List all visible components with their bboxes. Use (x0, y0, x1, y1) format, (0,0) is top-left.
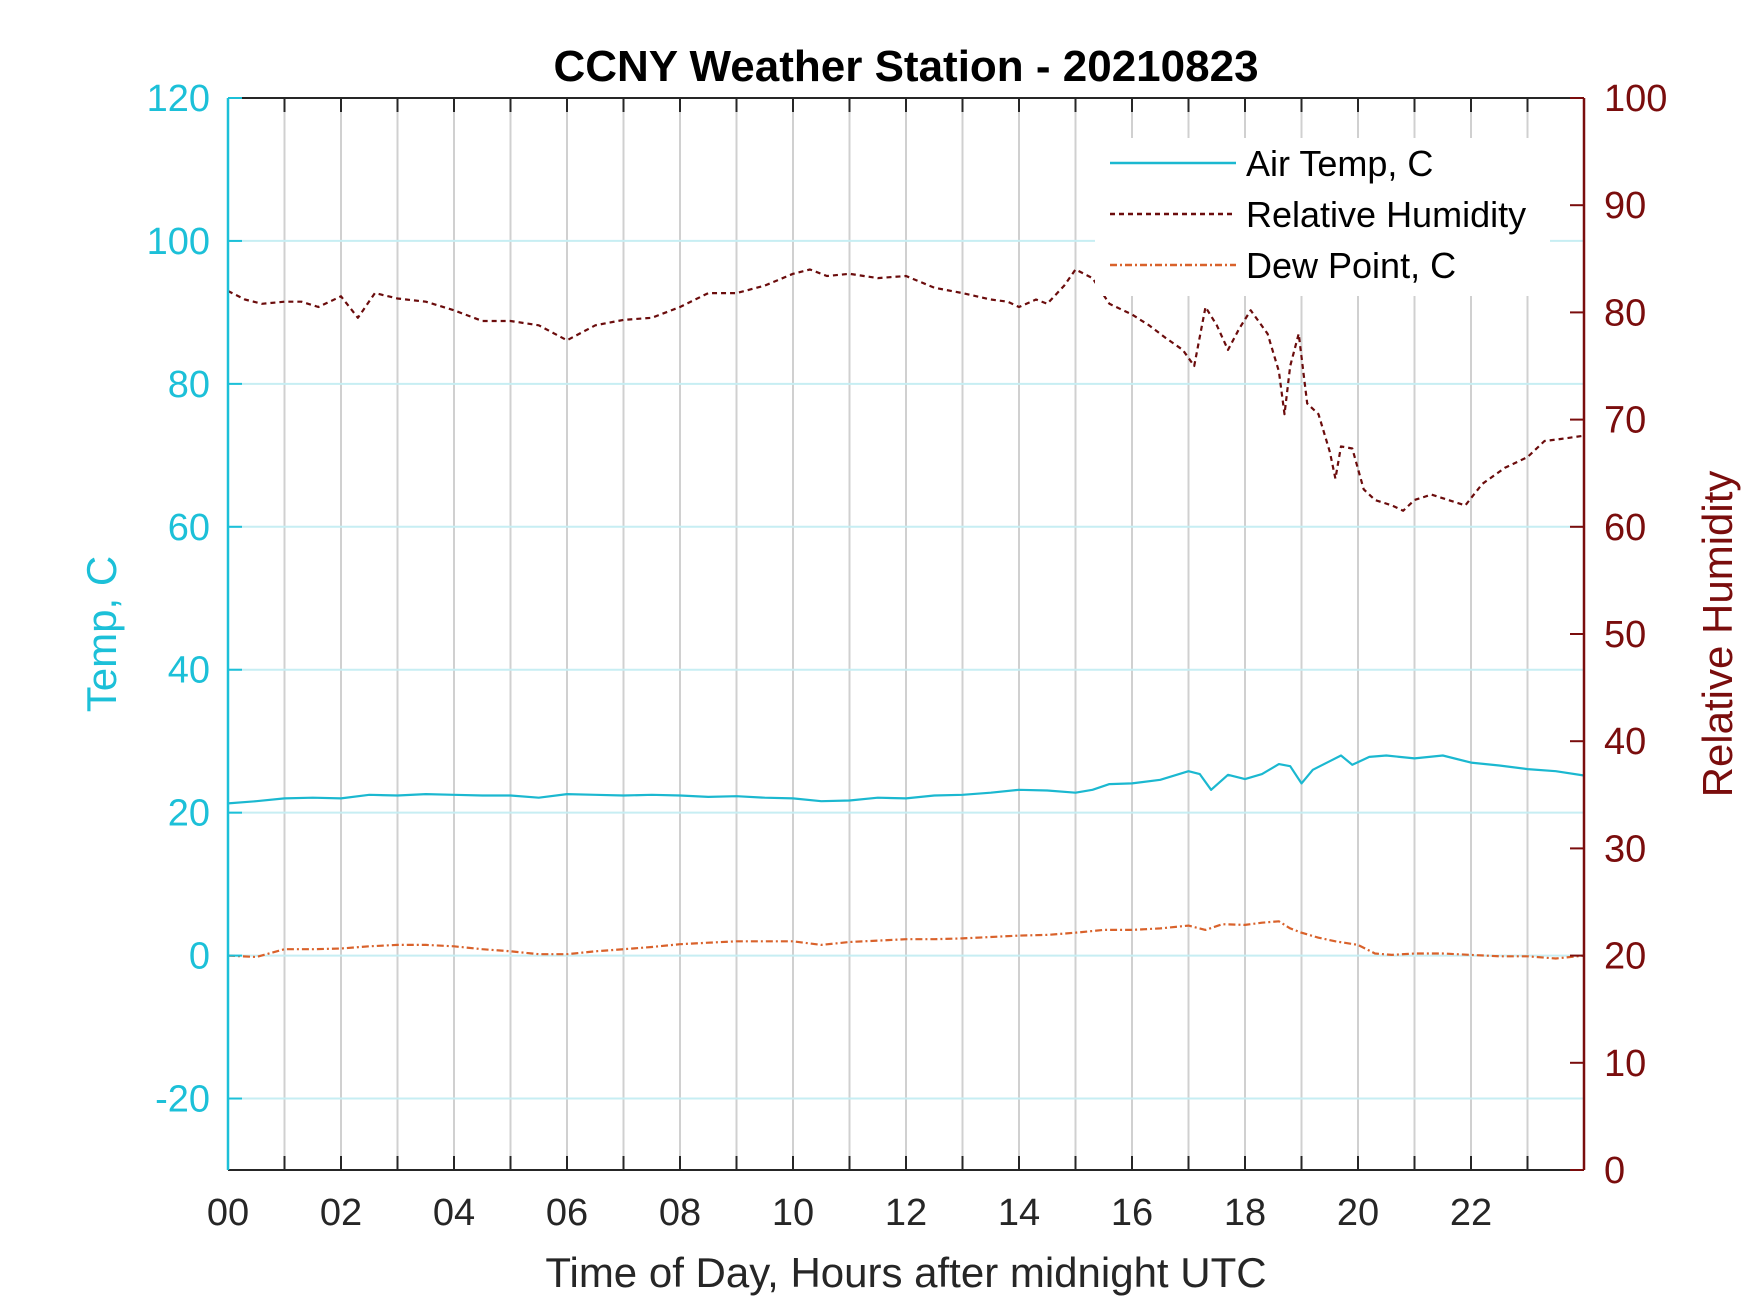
right-tick-label: 70 (1604, 400, 1646, 442)
legend-label-relative-humidity: Relative Humidity (1246, 194, 1526, 235)
chart-title: CCNY Weather Station - 20210823 (553, 42, 1258, 91)
right-tick-label: 10 (1604, 1043, 1646, 1085)
right-tick-label: 50 (1604, 614, 1646, 656)
series-layer (227, 268, 1585, 960)
x-axis-ticks: 00 02 04 06 08 10 12 14 16 18 20 22 (207, 1156, 1529, 1234)
right-tick-label: 60 (1604, 507, 1646, 549)
right-tick-label: 40 (1604, 721, 1646, 763)
left-tick-label: 120 (147, 78, 210, 120)
right-tick-label: 80 (1604, 292, 1646, 334)
left-tick-label: 60 (168, 507, 210, 549)
x-tick-label: 14 (998, 1192, 1040, 1234)
right-tick-label: 20 (1604, 936, 1646, 978)
series-line-air-temp-c (227, 754, 1585, 805)
left-tick-label: 40 (168, 650, 210, 692)
left-tick-label: 20 (168, 793, 210, 835)
vertical-gridlines (283, 98, 1529, 1170)
x-tick-label: 12 (885, 1192, 927, 1234)
left-tick-label: 100 (147, 221, 210, 263)
horizontal-gridlines (228, 239, 1584, 1100)
left-tick-label: 0 (189, 936, 210, 978)
x-tick-label: 20 (1337, 1192, 1379, 1234)
right-y-axis-label: Relative Humidity (1694, 471, 1741, 798)
x-axis-label: Time of Day, Hours after midnight UTC (545, 1249, 1266, 1296)
series-line-dew-point-c (227, 920, 1585, 960)
x-tick-label: 10 (772, 1192, 814, 1234)
right-tick-label: 100 (1604, 78, 1667, 120)
left-tick-label: -20 (155, 1079, 210, 1121)
right-axis-ticks: 0 10 20 30 40 50 60 70 80 90 100 (1570, 78, 1667, 1192)
right-tick-label: 30 (1604, 828, 1646, 870)
legend-label-air-temp: Air Temp, C (1246, 143, 1433, 184)
legend-box (1095, 138, 1550, 296)
right-tick-label: 90 (1604, 185, 1646, 227)
x-tick-label: 16 (1111, 1192, 1153, 1234)
x-tick-label: 18 (1224, 1192, 1266, 1234)
left-axis-ticks: -20 0 20 40 60 80 100 120 (147, 78, 242, 1121)
x-tick-label: 22 (1450, 1192, 1492, 1234)
x-tick-label: 02 (320, 1192, 362, 1234)
right-tick-label: 0 (1604, 1150, 1625, 1192)
top-axis-ticks (283, 98, 1529, 112)
legend: Air Temp, C Relative Humidity Dew Point,… (1095, 138, 1550, 296)
x-tick-label: 06 (546, 1192, 588, 1234)
series-line-relative-humidity (227, 268, 1585, 512)
x-tick-label: 04 (433, 1192, 475, 1234)
left-y-axis-label: Temp, C (78, 556, 125, 712)
legend-label-dew-point: Dew Point, C (1246, 245, 1456, 286)
left-tick-label: 80 (168, 364, 210, 406)
x-tick-label: 08 (659, 1192, 701, 1234)
x-tick-label: 00 (207, 1192, 249, 1234)
